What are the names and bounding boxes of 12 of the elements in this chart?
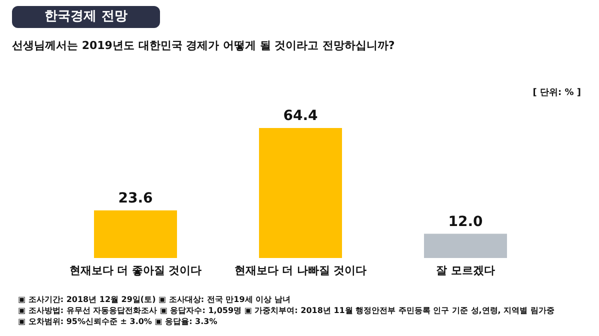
- x-tick-label: 현재보다 더 나빠질 것이다: [234, 264, 367, 277]
- text: [ 단위: % ]: [532, 87, 581, 99]
- text: ▣ 조사방법: 유무선 자동응답전화조사 ▣ 응답자수: 1,059명 ▣ 가중치부여: 2018년 11월 행정안전부 주민등록 인구 기준 성,연령, 지역별 림가중: [18, 305, 554, 316]
- text: ▣ 오차범위: 95%신뢰수준 ± 3.0% ▣ 응답율: 3.3%: [18, 316, 218, 327]
- text: ▣ 조사기간: 2018년 12월 29일(토) ▣ 조사대상: 전국 만19세 이상 남녀: [18, 294, 292, 305]
- data-label: 12.0: [448, 214, 484, 230]
- data-label: 23.6: [118, 190, 153, 206]
- x-tick-label: 잘 모르겠다: [436, 264, 495, 277]
- chart-title: 한국경제 전망: [12, 6, 160, 28]
- data-label: 64.4: [283, 108, 318, 124]
- x-tick-label: 현재보다 더 좋아질 것이다: [69, 264, 202, 277]
- chart-subtitle: 선생님께서는 2019년도 대한민국 경제가 어떻게 될 것이라고 전망하십니까?: [12, 38, 395, 53]
